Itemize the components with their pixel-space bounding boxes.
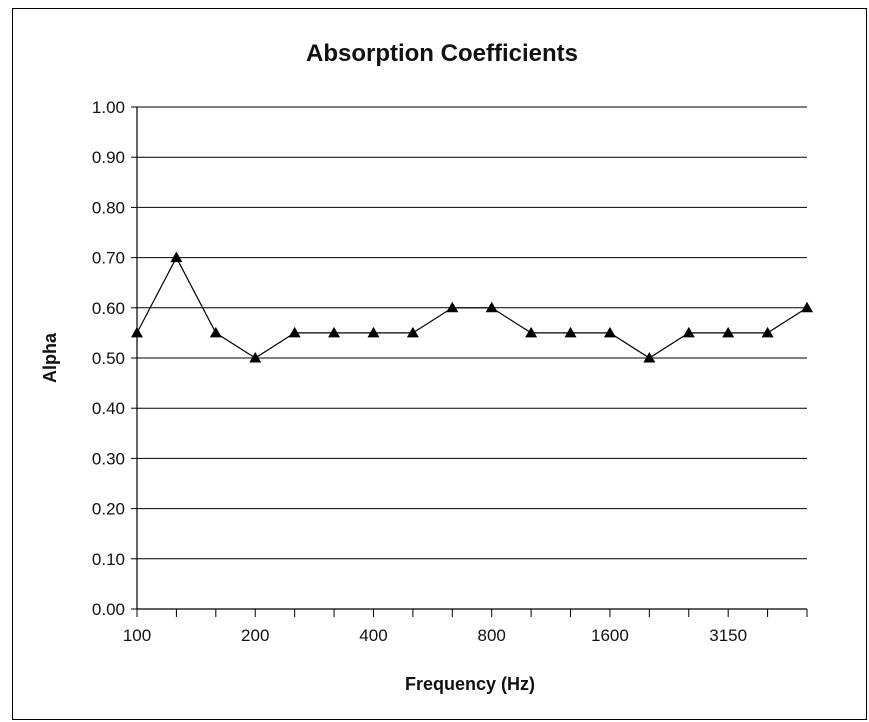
x-tick-label: 400 <box>359 626 387 645</box>
y-tick-label: 0.00 <box>92 600 125 619</box>
y-tick-label: 0.10 <box>92 550 125 569</box>
y-tick-label: 0.50 <box>92 349 125 368</box>
x-axis-label: Frequency (Hz) <box>405 674 535 694</box>
y-tick-label: 0.80 <box>92 198 125 217</box>
y-tick-label: 0.90 <box>92 148 125 167</box>
x-tick-label: 800 <box>478 626 506 645</box>
data-point <box>170 251 183 263</box>
data-point <box>682 326 695 338</box>
x-tick-label: 3150 <box>709 626 747 645</box>
x-tick-label: 100 <box>123 626 151 645</box>
data-point <box>761 326 774 338</box>
data-point <box>801 301 813 313</box>
series-line <box>136 256 808 359</box>
data-point <box>406 326 419 338</box>
x-tick-label: 1600 <box>591 626 629 645</box>
x-tick-labels: 100 200 400 800 1600 3150 <box>123 609 808 645</box>
chart-title: Absorption Coefficients <box>306 40 578 67</box>
y-tick-label: 0.20 <box>92 500 125 519</box>
chart-frame <box>12 8 867 720</box>
data-point <box>446 301 459 313</box>
data-point <box>643 352 656 363</box>
data-point <box>131 326 143 338</box>
grid-lines <box>137 106 807 560</box>
data-point <box>722 326 735 338</box>
y-tick-labels: 0.00 0.10 0.20 0.30 0.40 0.50 0.60 0.70 0.80 0.90… <box>92 98 137 619</box>
data-point <box>288 326 301 338</box>
y-tick-label: 1.00 <box>92 98 125 117</box>
y-tick-label: 0.30 <box>92 449 125 468</box>
data-point <box>249 352 262 363</box>
data-point <box>328 326 341 338</box>
y-tick-label: 0.40 <box>92 399 125 418</box>
y-axis-label: Alpha <box>40 332 60 383</box>
x-tick-label: 200 <box>241 626 269 645</box>
data-point <box>564 326 577 338</box>
data-point <box>209 326 222 338</box>
y-tick-label: 0.70 <box>92 249 125 268</box>
data-point <box>367 326 380 338</box>
data-point <box>603 326 616 338</box>
data-point <box>485 301 498 313</box>
data-series <box>131 251 813 363</box>
data-point <box>525 326 538 338</box>
y-tick-label: 0.60 <box>92 299 125 318</box>
